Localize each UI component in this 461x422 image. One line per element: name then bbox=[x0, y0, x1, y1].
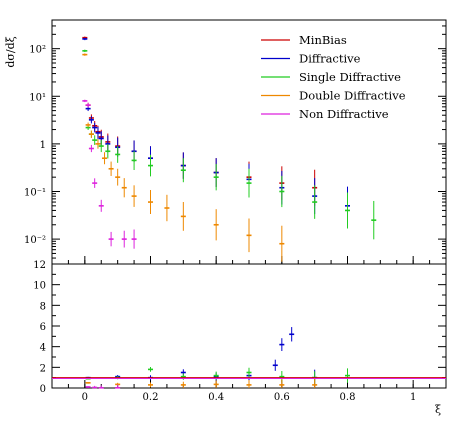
x-tick-label: 0.2 bbox=[143, 392, 159, 403]
bottom-y-tick-label: 10 bbox=[33, 281, 46, 292]
bottom-y-ticks: 0 2 4 6 8 10 12 bbox=[33, 260, 446, 395]
x-tick-label: 0.4 bbox=[208, 392, 224, 403]
legend-label: Non Diffractive bbox=[299, 107, 389, 121]
y-axis-title: dσ/dξ bbox=[4, 36, 17, 67]
x-tick-label: 0.8 bbox=[340, 392, 356, 403]
bottom-y-tick-label: 12 bbox=[33, 260, 46, 271]
x-tick-label: 1 bbox=[410, 392, 416, 403]
x-tick-label: 0.6 bbox=[274, 392, 290, 403]
top-y-ticks: 10⁻² 10⁻¹ 1 10¹ 10² bbox=[24, 25, 446, 265]
bottom-y-tick-label: 0 bbox=[40, 384, 46, 395]
top-y-tick-label: 10⁻² bbox=[24, 235, 46, 246]
legend-label: Single Diffractive bbox=[299, 70, 401, 84]
legend-label: Double Diffractive bbox=[299, 89, 406, 103]
bottom-y-tick-label: 4 bbox=[40, 343, 46, 354]
top-y-tick-label: 10¹ bbox=[29, 92, 46, 103]
x-tick-label: 0 bbox=[82, 392, 88, 403]
top-y-tick-label: 1 bbox=[40, 140, 46, 151]
top-y-tick-label: 10⁻¹ bbox=[24, 187, 46, 198]
bottom-y-tick-label: 2 bbox=[40, 363, 46, 374]
data-marks bbox=[52, 36, 446, 389]
bottom-y-tick-label: 6 bbox=[40, 322, 46, 333]
x-axis-title: ξ bbox=[435, 403, 441, 416]
legend: MinBias Diffractive Single Diffractive Doub… bbox=[261, 33, 406, 121]
legend-label: Diffractive bbox=[299, 52, 361, 66]
top-y-tick-label: 10² bbox=[29, 45, 46, 56]
legend-label: MinBias bbox=[299, 33, 347, 47]
bottom-y-tick-label: 8 bbox=[40, 301, 46, 312]
